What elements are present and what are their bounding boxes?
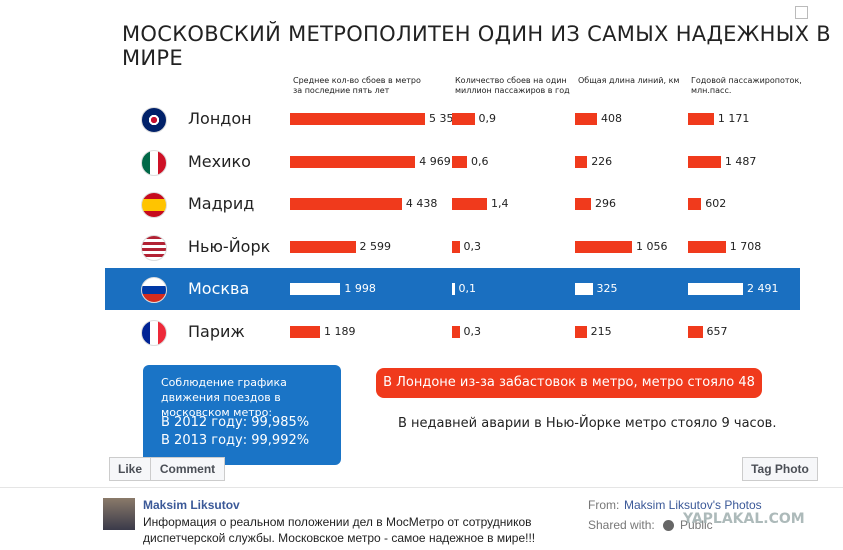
bar-label: 1 056 xyxy=(636,239,668,253)
bar xyxy=(575,198,591,210)
bar xyxy=(688,113,714,125)
flag xyxy=(141,149,167,176)
bar xyxy=(575,155,588,168)
london-note: В Лондоне из-за забастовок в метро, метр… xyxy=(376,368,762,420)
bar-label: 602 xyxy=(705,197,727,210)
flag xyxy=(141,234,167,261)
newyork-note: В недавней аварии в Нью-Йорке метро стоя… xyxy=(398,416,777,431)
column-header: Среднее кол-во сбоев в метро за последни… xyxy=(293,76,421,95)
bar-label: 408 xyxy=(601,112,623,125)
post-text: Информация о реальном положении дел в Мо… xyxy=(143,515,536,545)
bar xyxy=(290,155,416,168)
bar xyxy=(575,283,593,295)
bar xyxy=(688,155,721,168)
bar xyxy=(290,113,425,125)
column-header: Количество сбоев на один миллион пассажи… xyxy=(455,76,570,95)
bar xyxy=(290,240,356,253)
bar-label: 2 491 xyxy=(747,282,779,295)
bar-label: 1 189 xyxy=(323,324,356,338)
city-name: Париж xyxy=(188,321,245,341)
punctuality-line: В 2012 году: 99,985% xyxy=(161,415,310,430)
divider xyxy=(0,487,843,488)
comment-button[interactable]: Comment xyxy=(150,457,225,481)
bar-label: 1 487 xyxy=(724,154,757,168)
bar xyxy=(575,240,632,253)
tag-photo-button[interactable]: Tag Photo xyxy=(742,457,818,481)
bar xyxy=(688,240,726,253)
like-button[interactable]: Like xyxy=(109,457,151,481)
punctuality-line: В 2013 году: 99,992% xyxy=(161,433,310,448)
punctuality-title: Соблюдение графика движения поездов в мо… xyxy=(161,376,287,419)
shared-value: Public xyxy=(680,518,713,532)
bar xyxy=(290,283,341,295)
title: МОСКОВСКИЙ МЕТРОПОЛИТЕН ОДИН ИЗ САМЫХ НА… xyxy=(122,22,831,70)
author[interactable]: Maksim Liksutov xyxy=(143,498,240,512)
globe-icon xyxy=(663,520,674,531)
bar xyxy=(688,325,703,338)
bar xyxy=(290,198,402,210)
flag xyxy=(141,192,167,218)
watermark: YAPLAKAL.COM xyxy=(683,511,805,527)
bar-label: 226 xyxy=(591,154,613,168)
bar-label: 4 969 xyxy=(419,154,451,168)
bar xyxy=(452,240,460,253)
bar-label: 215 xyxy=(590,324,612,338)
city-name: Лондон xyxy=(188,109,252,128)
expand-icon[interactable] xyxy=(795,6,808,19)
bar xyxy=(452,113,475,125)
flag xyxy=(141,107,167,133)
avatar[interactable] xyxy=(103,498,135,530)
city-name: Мехико xyxy=(188,151,251,171)
city-name: Нью-Йорк xyxy=(188,236,271,256)
bar xyxy=(452,325,460,338)
bar xyxy=(452,155,467,168)
bar xyxy=(575,113,598,125)
bar-label: 1 171 xyxy=(717,112,750,125)
bar-label: 0,3 xyxy=(463,239,482,253)
city-name: Москва xyxy=(188,279,250,298)
bar-label: 0,3 xyxy=(463,324,482,338)
bar-label: 1,4 xyxy=(491,197,509,210)
shared-label: Shared with: xyxy=(588,518,655,532)
city-name: Мадрид xyxy=(188,194,255,213)
bar-label: 0,6 xyxy=(471,154,489,168)
bar-label: 4 438 xyxy=(405,197,438,210)
from-link[interactable]: Maksim Liksutov's Photos xyxy=(624,498,762,512)
bar xyxy=(688,283,743,295)
flag xyxy=(141,277,167,303)
bar xyxy=(452,198,487,210)
flag xyxy=(141,319,167,346)
bar-label: 325 xyxy=(596,282,618,295)
column-header: Общая длина линий, км xyxy=(578,76,680,85)
bar-label: 2 599 xyxy=(359,239,392,253)
bar-label: 296 xyxy=(594,197,616,210)
bar xyxy=(290,325,320,338)
bar xyxy=(575,325,587,338)
bar xyxy=(688,198,702,210)
bar-label: 0,9 xyxy=(478,112,497,125)
from-label: From: xyxy=(588,498,620,512)
bar-label: 1 708 xyxy=(729,239,762,253)
bar xyxy=(452,283,455,295)
punctuality-box: Соблюдение графика движения поездов в мо… xyxy=(143,365,341,465)
bar-label: 0,1 xyxy=(458,282,477,295)
column-header: Годовой пассажиропоток, млн.пасс. xyxy=(691,76,802,95)
bar-label: 1 998 xyxy=(344,282,376,295)
bar-label: 657 xyxy=(706,324,728,338)
